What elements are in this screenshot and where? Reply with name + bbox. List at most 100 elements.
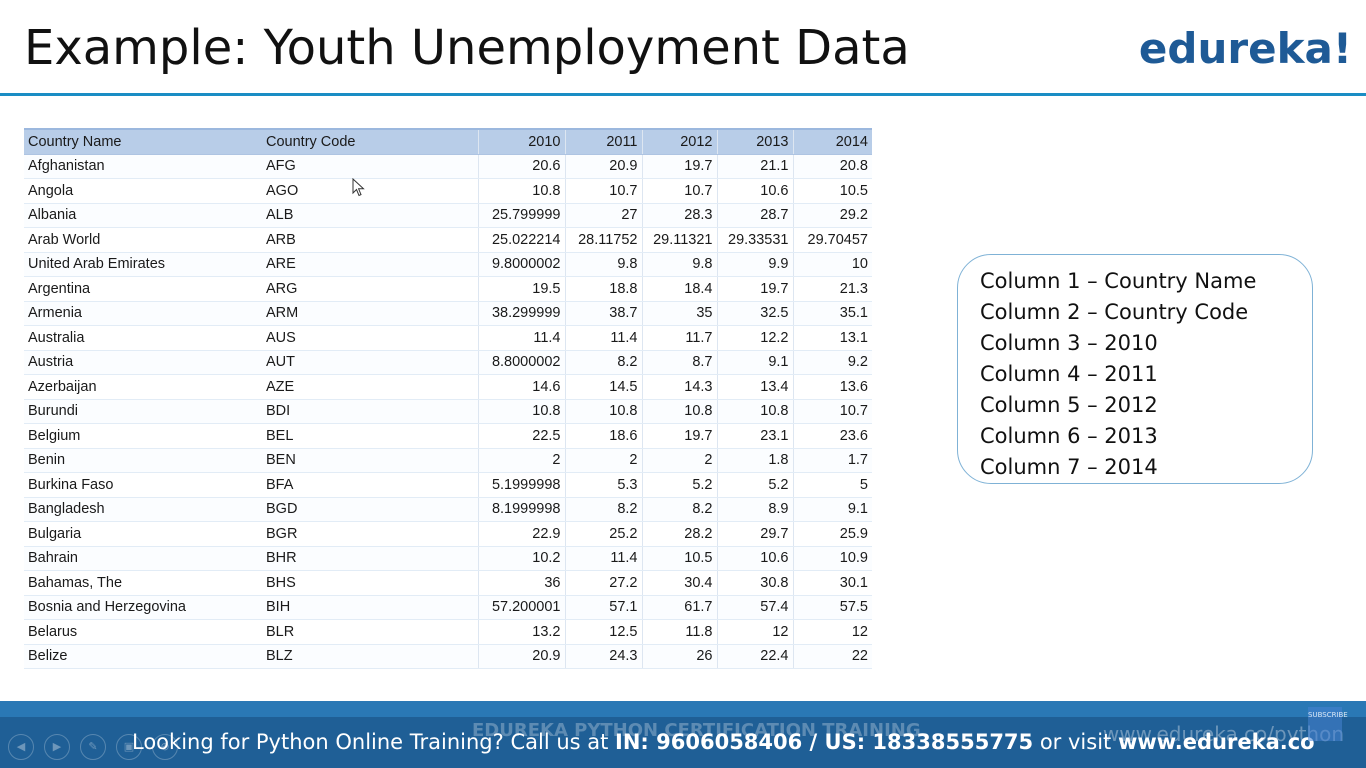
table-cell: 29.70457: [792, 227, 872, 253]
table-cell: 38.7: [564, 301, 642, 326]
table-cell: AUS: [262, 325, 478, 351]
mouse-cursor-icon: [352, 178, 365, 197]
table-cell: 25.9: [792, 521, 872, 547]
table-cell: 5.2: [716, 472, 793, 498]
table-cell: 10.9: [792, 546, 872, 571]
table-cell: 12.2: [716, 325, 793, 351]
table-cell: BEL: [262, 423, 478, 449]
table-row: Austria AUT 8.8000002 8.2 8.7 9.1 9.2: [24, 350, 872, 375]
table-cell: 29.33531: [716, 227, 793, 253]
column-header: 2014: [792, 128, 872, 155]
table-cell: ARE: [262, 252, 478, 277]
column-description-line: Column 2 – Country Code: [980, 300, 1249, 324]
table-cell: 8.7: [641, 350, 717, 375]
table-cell: 24.3: [564, 644, 642, 669]
table-cell: 57.4: [716, 595, 793, 620]
table-cell: 28.2: [641, 521, 717, 547]
footer-site-watermark: www.edureka.co/python: [1102, 722, 1344, 746]
table-cell: Burundi: [24, 399, 262, 424]
table-cell: 10.8: [716, 399, 793, 424]
table-cell: Azerbaijan: [24, 374, 262, 400]
table-cell: 11.7: [641, 325, 717, 351]
video-player-controls: ◀ ▶ ✎ ▣ ⊕: [8, 734, 178, 760]
table-cell: 20.8: [792, 154, 872, 179]
table-cell: BEN: [262, 448, 478, 473]
table-cell: BHR: [262, 546, 478, 571]
table-cell: 9.1: [792, 497, 872, 522]
table-cell: 21.1: [716, 154, 793, 179]
table-cell: 10.6: [716, 178, 793, 204]
column-description-line: Column 1 – Country Name: [980, 269, 1257, 293]
table-cell: 25.799999: [477, 203, 565, 228]
table-cell: 57.5: [792, 595, 872, 620]
column-header: Country Name: [24, 128, 262, 155]
column-header: 2011: [564, 128, 642, 155]
pen-icon[interactable]: ✎: [80, 734, 106, 760]
footer-contact-text: Looking for Python Online Training? Call…: [132, 730, 1315, 754]
table-cell: Benin: [24, 448, 262, 473]
table-row: Belgium BEL 22.5 18.6 19.7 23.1 23.6: [24, 423, 872, 449]
table-cell: 14.5: [564, 374, 642, 400]
table-cell: 9.8000002: [477, 252, 565, 277]
table-cell: 10.7: [564, 178, 642, 204]
table-row: Azerbaijan AZE 14.6 14.5 14.3 13.4 13.6: [24, 374, 872, 400]
table-cell: 2: [564, 448, 642, 473]
table-cell: 23.1: [716, 423, 793, 449]
next-icon[interactable]: ▶: [44, 734, 70, 760]
table-cell: 18.8: [564, 276, 642, 302]
table-cell: 28.7: [716, 203, 793, 228]
table-cell: 30.1: [792, 570, 872, 596]
table-cell: Bulgaria: [24, 521, 262, 547]
table-cell: 29.2: [792, 203, 872, 228]
table-cell: 14.3: [641, 374, 717, 400]
table-cell: 30.4: [641, 570, 717, 596]
table-cell: 5.1999998: [477, 472, 565, 498]
table-cell: Belgium: [24, 423, 262, 449]
table-cell: 10.8: [641, 399, 717, 424]
table-cell: 21.3: [792, 276, 872, 302]
table-cell: 13.4: [716, 374, 793, 400]
table-cell: 28.11752: [564, 227, 642, 253]
title-divider: [0, 93, 1366, 96]
table-cell: 25.022214: [477, 227, 565, 253]
footer-stripe: [0, 701, 1366, 717]
table-cell: 2: [477, 448, 565, 473]
table-cell: 13.6: [792, 374, 872, 400]
table-header-row: Country Name Country Code 2010 2011 2012 2013…: [24, 128, 872, 155]
table-cell: Bahrain: [24, 546, 262, 571]
previous-icon[interactable]: ◀: [8, 734, 34, 760]
subscribe-badge[interactable]: SUBSCRIBE: [1308, 707, 1348, 741]
footer-phones: IN: 9606058406 / US: 18338555775: [615, 730, 1034, 754]
zoom-icon[interactable]: ⊕: [152, 734, 178, 760]
table-cell: 29.11321: [641, 227, 717, 253]
table-cell: 5.3: [564, 472, 642, 498]
table-cell: 14.6: [477, 374, 565, 400]
screen-icon[interactable]: ▣: [116, 734, 142, 760]
table-cell: Afghanistan: [24, 154, 262, 179]
edureka-logo: edureka!: [1138, 24, 1352, 73]
table-cell: 11.4: [564, 325, 642, 351]
table-cell: Bahamas, The: [24, 570, 262, 596]
table-cell: 10.6: [716, 546, 793, 571]
column-description-box: Column 1 – Country Name Column 2 – Countr…: [957, 254, 1313, 484]
table-cell: 2: [641, 448, 717, 473]
table-cell: 11.4: [477, 325, 565, 351]
youth-unemployment-table: Country Name Country Code 2010 2011 2012 2013…: [24, 128, 872, 669]
table-cell: 8.2: [641, 497, 717, 522]
table-cell: ALB: [262, 203, 478, 228]
column-description-line: Column 4 – 2011: [980, 362, 1158, 386]
table-cell: 57.200001: [477, 595, 565, 620]
table-cell: BLR: [262, 619, 478, 645]
table-cell: 20.6: [477, 154, 565, 179]
table-cell: BIH: [262, 595, 478, 620]
table-cell: 28.3: [641, 203, 717, 228]
table-row: Albania ALB 25.799999 27 28.3 28.7 29.2: [24, 203, 872, 228]
table-cell: BLZ: [262, 644, 478, 669]
table-cell: 11.8: [641, 619, 717, 645]
table-cell: 27.2: [564, 570, 642, 596]
column-description-line: Column 3 – 2010: [980, 331, 1158, 355]
table-cell: AGO: [262, 178, 478, 204]
footer-website-link[interactable]: www.edureka.co: [1117, 730, 1315, 754]
table-cell: 5.2: [641, 472, 717, 498]
table-cell: BGD: [262, 497, 478, 522]
